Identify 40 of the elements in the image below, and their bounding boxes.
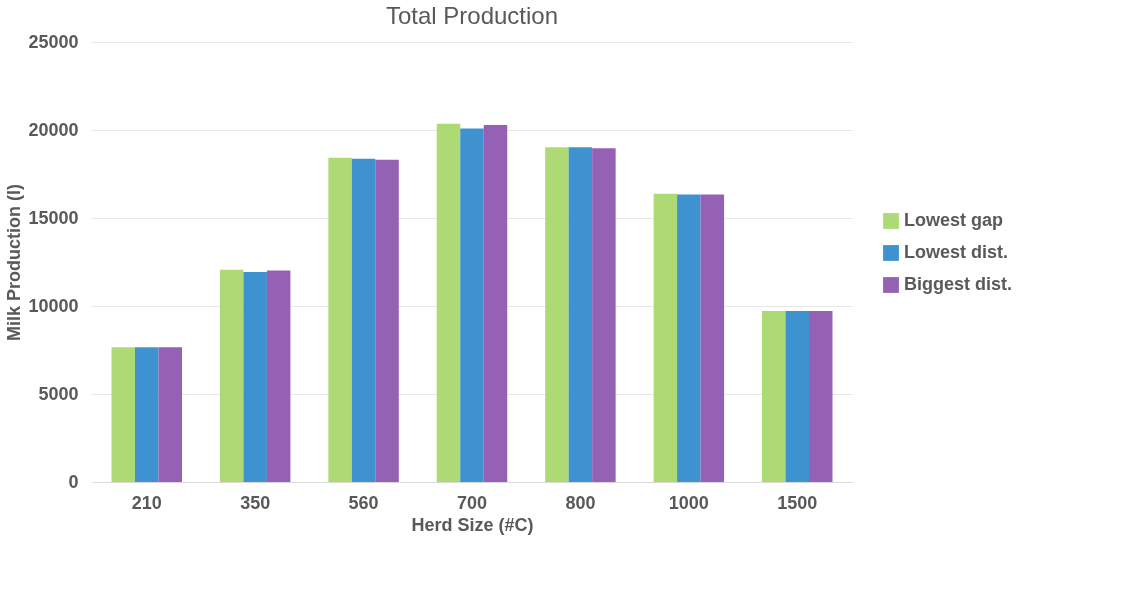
bar (677, 194, 701, 482)
y-tick-label: 5000 (38, 383, 79, 404)
x-tick-label: 210 (131, 492, 162, 513)
y-tick-label: 0 (68, 471, 79, 492)
x-tick-label: 560 (348, 492, 379, 513)
x-axis-title: Herd Size (#C) (411, 514, 534, 535)
y-tick-label: 10000 (28, 295, 79, 316)
bar (375, 159, 399, 482)
bar (158, 347, 182, 482)
x-tick-label: 700 (456, 492, 488, 513)
legend-label: Lowest dist. (904, 242, 1009, 262)
bar (483, 124, 508, 482)
bar (653, 193, 678, 482)
y-axis-title: Milk Production (l) (4, 184, 25, 341)
x-tick-label: 800 (565, 492, 596, 513)
bar (243, 272, 267, 482)
chart-title: Total Production (385, 2, 559, 29)
bar (266, 270, 291, 482)
bar (700, 194, 725, 482)
y-tick-label: 15000 (28, 207, 79, 228)
bar (785, 311, 809, 482)
bar (460, 128, 484, 482)
bar (328, 157, 352, 482)
legend-label: Biggest dist. (904, 274, 1013, 294)
bar (135, 347, 159, 482)
legend-label: Lowest gap (904, 210, 1004, 230)
y-tick-label: 25000 (28, 31, 79, 52)
bar (568, 147, 593, 482)
bar (219, 269, 244, 482)
x-tick-label: 1000 (668, 492, 709, 513)
bar (808, 311, 833, 482)
bar (762, 311, 786, 482)
bar (545, 147, 569, 482)
bar (111, 347, 136, 482)
y-tick-label: 20000 (28, 119, 79, 140)
x-tick-label: 350 (240, 492, 271, 513)
bar (351, 158, 376, 482)
bar (436, 123, 461, 482)
x-tick-label: 1500 (777, 492, 818, 513)
bar (592, 148, 616, 482)
